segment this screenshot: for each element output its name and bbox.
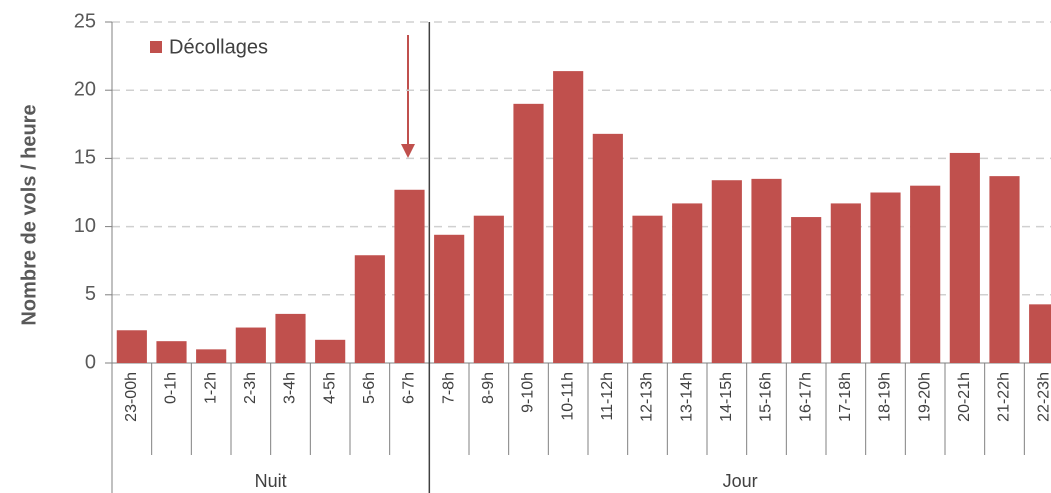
- x-tick-label: 21-22h: [996, 372, 1013, 422]
- x-tick-label: 12-13h: [639, 372, 656, 422]
- y-axis-label: Nombre de vols / heure: [18, 104, 40, 325]
- bar: [989, 176, 1020, 363]
- bar: [672, 203, 703, 363]
- x-tick-label: 13-14h: [678, 372, 695, 422]
- x-tick-label: 20-21h: [956, 372, 973, 422]
- bar: [791, 217, 822, 363]
- legend-swatch: [150, 41, 162, 53]
- bar: [553, 71, 584, 363]
- x-tick-label: 6-7h: [401, 372, 418, 404]
- x-tick-label: 17-18h: [837, 372, 854, 422]
- group-label: Nuit: [255, 471, 287, 491]
- x-tick-label: 9-10h: [520, 372, 537, 413]
- bar: [434, 234, 465, 363]
- x-tick-label: 14-15h: [718, 372, 735, 422]
- x-tick-label: 4-5h: [321, 372, 338, 404]
- bar: [315, 339, 346, 363]
- y-tick-label: 10: [74, 215, 96, 237]
- y-tick-label: 20: [74, 78, 96, 100]
- bar: [156, 341, 187, 363]
- bar: [275, 313, 306, 363]
- x-tick-label: 18-19h: [877, 372, 894, 422]
- y-tick-label: 0: [85, 351, 96, 373]
- group-label: Jour: [723, 471, 758, 491]
- x-tick-label: 0-1h: [163, 372, 180, 404]
- x-tick-label: 3-4h: [282, 372, 299, 404]
- y-tick-label: 5: [85, 283, 96, 305]
- y-tick-label: 15: [74, 147, 96, 169]
- x-tick-label: 8-9h: [480, 372, 497, 404]
- x-tick-label: 15-16h: [758, 372, 775, 422]
- x-tick-label: 1-2h: [202, 372, 219, 404]
- x-tick-label: 23-00h: [123, 372, 140, 422]
- bar: [711, 180, 742, 363]
- bar: [870, 192, 901, 363]
- arrow-head: [401, 144, 415, 158]
- x-tick-label: 16-17h: [797, 372, 814, 422]
- bar: [235, 327, 266, 363]
- x-tick-label: 7-8h: [440, 372, 457, 404]
- bar: [196, 349, 227, 363]
- bar: [354, 255, 385, 363]
- x-tick-label: 11-12h: [599, 372, 616, 421]
- bar: [751, 178, 782, 363]
- y-tick-label: 25: [74, 10, 96, 32]
- x-tick-label: 2-3h: [242, 372, 259, 404]
- bar: [513, 103, 544, 363]
- bar: [394, 189, 425, 363]
- bar: [473, 215, 504, 363]
- bar: [592, 133, 623, 363]
- x-tick-label: 5-6h: [361, 372, 378, 404]
- x-tick-label: 10-11h: [559, 372, 576, 421]
- bar: [910, 185, 941, 363]
- bar: [632, 215, 663, 363]
- bar: [116, 330, 147, 363]
- bar: [1029, 304, 1051, 363]
- bar: [949, 152, 980, 363]
- bar: [830, 203, 861, 363]
- x-tick-label: 19-20h: [916, 372, 933, 422]
- legend-label: Décollages: [169, 36, 268, 58]
- x-tick-label: 22-23h: [1035, 372, 1051, 422]
